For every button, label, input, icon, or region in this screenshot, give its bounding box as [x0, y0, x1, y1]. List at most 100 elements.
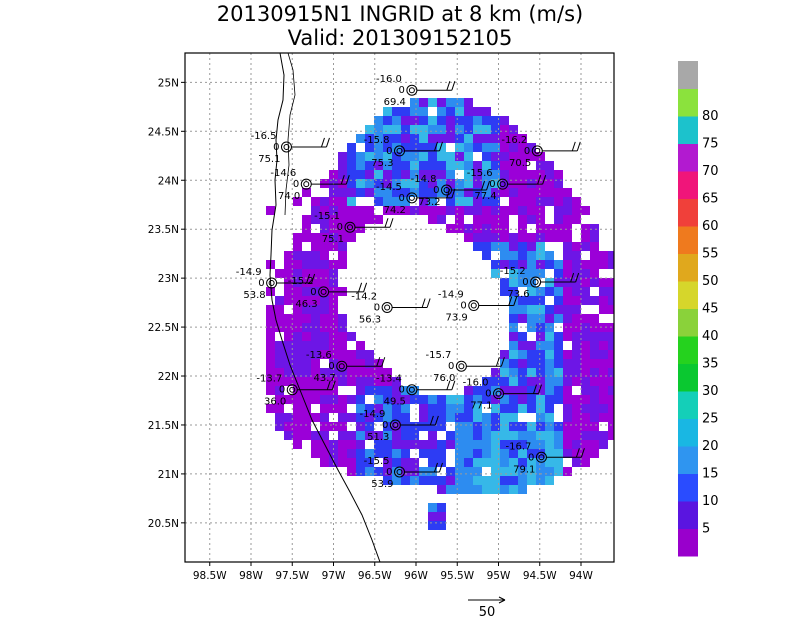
wind-cell: [302, 224, 311, 233]
wind-cell: [536, 161, 545, 170]
wind-cell: [356, 161, 365, 170]
wind-cell: [446, 179, 455, 188]
wind-cell: [365, 458, 374, 467]
wind-cell: [401, 179, 410, 188]
wind-cell: [437, 449, 446, 458]
wind-cell: [320, 422, 329, 431]
wind-cell: [437, 476, 446, 485]
wind-barb-flag: [451, 188, 456, 199]
x-tick-label: 95.5W: [440, 570, 474, 582]
wind-cell: [320, 233, 329, 242]
wind-cell: [473, 125, 482, 134]
wind-cell: [500, 206, 509, 215]
station-humidity: 36.0: [264, 397, 286, 408]
wind-cell: [302, 314, 311, 323]
station-marker-inner: [408, 87, 415, 94]
wind-cell: [509, 440, 518, 449]
x-tick-label: 98.5W: [193, 570, 227, 582]
wind-cell: [482, 206, 491, 215]
wind-cell: [275, 359, 284, 368]
wind-cell: [446, 125, 455, 134]
wind-cell: [500, 143, 509, 152]
wind-cell: [311, 368, 320, 377]
wind-cell: [446, 197, 455, 206]
wind-cell: [545, 332, 554, 341]
wind-cell: [500, 215, 509, 224]
wind-cell: [455, 467, 464, 476]
wind-cell: [437, 512, 446, 521]
wind-cell: [410, 107, 419, 116]
wind-cell: [338, 188, 347, 197]
wind-cell: [383, 188, 392, 197]
wind-cell: [401, 188, 410, 197]
wind-cell: [347, 467, 356, 476]
wind-cell: [527, 476, 536, 485]
wind-cell: [518, 485, 527, 494]
wind-cell: [491, 215, 500, 224]
wind-barb-flag: [570, 272, 575, 283]
wind-cell: [464, 431, 473, 440]
station-marker-inner: [532, 279, 539, 286]
wind-cell: [446, 161, 455, 170]
station-humidity: 70.5: [509, 158, 531, 169]
wind-cell: [545, 305, 554, 314]
wind-cell: [509, 359, 518, 368]
wind-cell: [599, 386, 608, 395]
wind-barb-flag: [434, 141, 438, 152]
wind-cell: [482, 107, 491, 116]
wind-cell: [464, 179, 473, 188]
wind-cell: [320, 197, 329, 206]
wind-cell: [527, 449, 536, 458]
wind-cell: [518, 449, 527, 458]
wind-cell: [437, 458, 446, 467]
wind-cell: [590, 296, 599, 305]
wind-cell: [338, 179, 347, 188]
wind-cell: [473, 467, 482, 476]
wind-cell: [392, 170, 401, 179]
wind-cell: [518, 404, 527, 413]
wind-cell: [446, 413, 455, 422]
wind-cell: [293, 260, 302, 269]
wind-cell: [473, 404, 482, 413]
wind-cell: [293, 341, 302, 350]
x-tick-label: 98W: [239, 570, 263, 582]
colorbar-swatch: [678, 198, 698, 227]
wind-cell: [293, 278, 302, 287]
wind-cell: [509, 350, 518, 359]
wind-cell: [401, 449, 410, 458]
wind-cell: [437, 413, 446, 422]
wind-cell: [545, 314, 554, 323]
wind-cell: [338, 323, 347, 332]
wind-cell: [311, 197, 320, 206]
wind-cell: [581, 404, 590, 413]
wind-cell: [518, 233, 527, 242]
wind-cell: [563, 206, 572, 215]
wind-cell: [527, 152, 536, 161]
wind-cell: [590, 359, 599, 368]
wind-cell: [518, 242, 527, 251]
wind-cell: [581, 359, 590, 368]
wind-cell: [563, 359, 572, 368]
station-temperature: -14.8: [411, 174, 437, 185]
wind-cell: [518, 431, 527, 440]
coastline-path: [269, 53, 381, 562]
wind-cell: [302, 251, 311, 260]
wind-cell: [491, 269, 500, 278]
wind-cell: [383, 386, 392, 395]
wind-cell: [545, 458, 554, 467]
wind-cell: [500, 386, 509, 395]
wind-cell: [527, 197, 536, 206]
station-marker-inner: [384, 304, 391, 311]
wind-cell: [518, 215, 527, 224]
colorbar-swatch: [678, 308, 698, 337]
wind-cell: [572, 296, 581, 305]
wind-cell: [473, 161, 482, 170]
wind-cell: [338, 341, 347, 350]
colorbar-label: 45: [702, 302, 719, 317]
station-height: 0: [528, 452, 534, 463]
wind-cell: [446, 134, 455, 143]
station-humidity: 73.9: [445, 313, 467, 324]
wind-cell: [518, 386, 527, 395]
wind-cell: [266, 350, 275, 359]
